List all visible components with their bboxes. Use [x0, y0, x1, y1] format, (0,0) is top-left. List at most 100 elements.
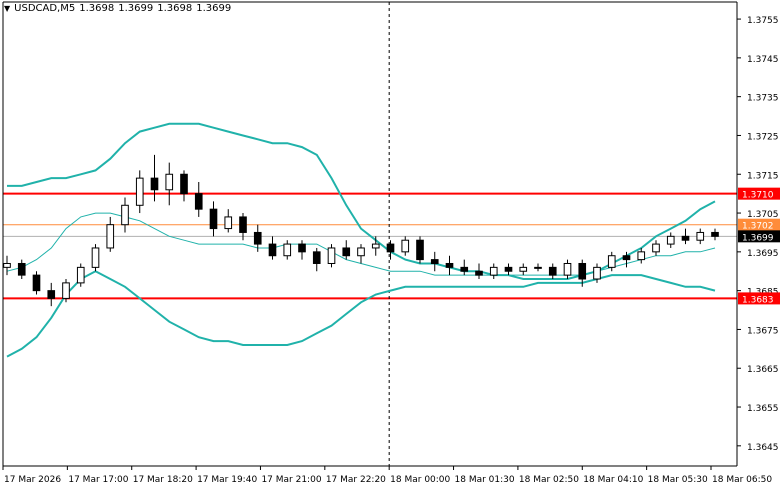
- candle-body: [62, 282, 70, 299]
- candle-body: [150, 177, 159, 191]
- support-level-label-bg: [738, 292, 780, 305]
- triangle-down-icon[interactable]: ▼: [4, 4, 11, 13]
- time-axis[interactable]: 17 Mar 2026 17 Mar 17:00 17 Mar 18:20 17 Ma…: [2, 466, 772, 485]
- symbol-timeframe-label: USDCAD,M5: [14, 3, 76, 14]
- candle-body: [17, 262, 26, 276]
- price-tick-label: 1.3655: [747, 404, 779, 414]
- candle-body: [91, 247, 100, 268]
- candle-body: [180, 173, 188, 195]
- candle: [3, 255, 11, 276]
- candle-body: [593, 266, 601, 280]
- candle: [489, 263, 498, 280]
- candle: [681, 228, 690, 245]
- candle-body: [607, 255, 616, 268]
- candle-body: [681, 235, 690, 241]
- candle-body: [209, 208, 218, 230]
- support-level-label: 1.3683: [742, 295, 774, 305]
- candle-body: [357, 247, 365, 257]
- candle-body: [253, 231, 262, 245]
- candle: [371, 236, 380, 256]
- price-tick-label: 1.3755: [747, 16, 779, 26]
- candle: [622, 251, 631, 268]
- candle-body: [121, 204, 129, 226]
- time-tick-label: 18 Mar 01:30: [455, 475, 515, 485]
- candle-body: [430, 259, 439, 264]
- candle: [283, 240, 292, 260]
- candle-body: [386, 243, 395, 253]
- candle-body: [76, 266, 85, 284]
- candle: [504, 263, 513, 276]
- time-tick-label: 17 Mar 21:00: [261, 475, 321, 485]
- candle: [445, 255, 454, 276]
- time-tick-label: 18 Mar 00:00: [390, 475, 450, 485]
- time-tick-label: 17 Mar 22:20: [326, 475, 386, 485]
- candle: [165, 162, 174, 206]
- bid-price-label-bg: [738, 230, 780, 243]
- candle: [298, 240, 306, 260]
- ohlc-close: 1.3699: [196, 3, 232, 14]
- candle: [578, 259, 587, 287]
- candle-body: [534, 266, 542, 269]
- bollinger-lower-band: [6, 270, 716, 358]
- time-tick-label: 17 Mar 2026: [4, 475, 61, 485]
- time-tick-label: 18 Mar 04:10: [583, 475, 643, 485]
- candle-body: [371, 243, 380, 249]
- candle-body: [696, 231, 705, 241]
- candle-body: [652, 243, 660, 253]
- candle-body: [327, 247, 336, 264]
- candle: [548, 263, 557, 280]
- candle: [121, 197, 129, 233]
- ohlc-low: 1.3698: [157, 3, 193, 14]
- candle: [106, 216, 115, 252]
- candle-body: [475, 270, 483, 276]
- candle-body: [47, 290, 56, 299]
- time-tick-label: 17 Mar 18:20: [133, 475, 193, 485]
- symbol-info-bar: ▼ USDCAD,M5 1.3698 1.3699 1.3698 1.3699: [4, 3, 231, 15]
- ohlc-open: 1.3698: [79, 3, 115, 14]
- price-tick-label: 1.3665: [747, 365, 779, 375]
- candle: [607, 251, 616, 272]
- price-tick-label: 1.3735: [747, 94, 779, 104]
- candle: [563, 259, 572, 280]
- candle: [519, 263, 528, 276]
- candle: [32, 271, 41, 295]
- candle-body: [460, 266, 469, 272]
- candle: [460, 259, 469, 276]
- candle: [357, 244, 365, 264]
- time-tick-label: 18 Mar 05:30: [648, 475, 708, 485]
- ask-price-label: 1.3702: [742, 222, 774, 232]
- time-tick-label: 18 Mar 06:50: [712, 475, 772, 485]
- candle: [194, 182, 203, 217]
- candle-body: [504, 266, 513, 272]
- candle-body: [312, 251, 321, 264]
- candle: [312, 247, 321, 272]
- candle-body: [445, 262, 454, 268]
- candle: [652, 240, 660, 256]
- price-tick-label: 1.3645: [747, 443, 779, 453]
- candle-body: [106, 224, 115, 249]
- candle-body: [563, 262, 572, 276]
- candle: [239, 213, 247, 241]
- candle: [637, 247, 646, 264]
- candle: [711, 228, 719, 241]
- candle: [62, 279, 70, 303]
- candle-body: [224, 216, 233, 230]
- candle: [696, 228, 705, 245]
- candle-body: [548, 266, 557, 276]
- price-tick-label: 1.3675: [747, 326, 779, 336]
- candle: [475, 263, 483, 280]
- ohlc-high: 1.3699: [118, 3, 154, 14]
- price-tick-label: 1.3725: [747, 132, 779, 142]
- time-tick-label: 18 Mar 02:50: [519, 475, 579, 485]
- candle: [17, 259, 26, 280]
- candle-body: [416, 239, 424, 261]
- candle-body: [239, 216, 247, 233]
- candle: [180, 170, 188, 202]
- candle: [401, 236, 410, 256]
- candle-body: [135, 177, 144, 206]
- price-tick-label: 1.3705: [747, 210, 779, 220]
- candle: [209, 201, 218, 237]
